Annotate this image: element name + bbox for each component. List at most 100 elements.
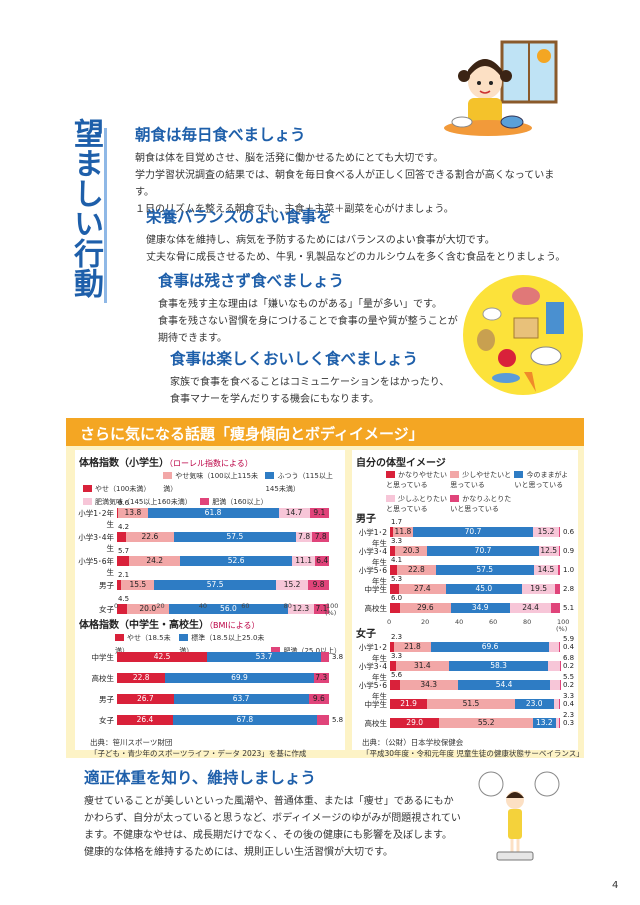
- axis-tick-label: 40: [455, 618, 464, 626]
- row-label: 小学1･2年生: [358, 643, 387, 663]
- stacked-bar: 20.3 70.7 12.5: [390, 546, 560, 556]
- bar-segment: 29.0: [390, 718, 440, 728]
- bar-segment: [390, 680, 400, 690]
- chart1-subtitle: （ローレル指数による）: [169, 459, 253, 468]
- bar-segment: 7.8: [295, 532, 313, 542]
- axis-tick-label: 40: [198, 602, 208, 610]
- stacked-bar: 26.4 67.8: [117, 715, 329, 725]
- bar-segment: 52.6: [180, 556, 292, 566]
- bar-segment: 67.8: [172, 715, 317, 725]
- outside-value-label: 0.6: [563, 528, 575, 536]
- girl-breakfast-illustration: [444, 40, 558, 136]
- outside-value-label: 0.9: [563, 547, 575, 555]
- bar-segment: 53.7: [207, 652, 321, 662]
- section-line: 丈夫な骨に成長させるため、牛乳・乳製品などのカルシウムを多く含む食品をとりましょ…: [146, 252, 566, 263]
- section-breakfast: 朝食は毎日食べましょう 朝食は体を目覚めさせ、脳を活発に働かせるためにとても大切…: [135, 123, 565, 218]
- bar-segment: 13.2: [533, 718, 556, 728]
- bar-segment: 21.9: [390, 699, 428, 709]
- section-line: 食事マナーを学んだりする機会にもなります。: [170, 394, 379, 405]
- bar-segment: 58.3: [448, 661, 549, 671]
- bar-segment: [553, 699, 560, 709]
- stacked-bar: 42.5 53.7: [117, 652, 329, 662]
- section-title: 朝食は毎日食べましょう: [135, 126, 306, 144]
- stacked-bar: 34.3 54.4: [390, 680, 560, 690]
- bar-segment: 22.8: [117, 673, 166, 683]
- row-label: 女子: [99, 605, 114, 614]
- bar-segment: 69.9: [165, 673, 314, 683]
- bar-segment: 7.3: [313, 673, 329, 683]
- bar-segment: 24.2: [129, 556, 181, 566]
- bar-segment: 9.8: [308, 580, 329, 590]
- legend-item: 肥満（160以上）: [200, 496, 280, 509]
- bar-segment: 45.0: [445, 584, 523, 594]
- bar-segment: 13.8: [118, 508, 148, 518]
- section-line: 朝食は体を目覚めさせ、脳を活発に働かせるためにとても大切です。: [135, 153, 444, 164]
- bar-segment: 23.0: [514, 699, 554, 709]
- section-line: 家族で食事を食べることはコミュニケーションをはかったり、: [170, 377, 450, 388]
- girl-scale-illustration: [478, 771, 560, 861]
- row-label: 小学5･6年生: [358, 566, 387, 586]
- bar-segment: 21.8: [393, 642, 431, 652]
- chart1-legend: やせ（100未満） やせ気味（100以上115未満） ふつう（115以上145未…: [83, 470, 343, 509]
- bar-segment: 15.5: [121, 580, 155, 590]
- legend-item: かなりやせたいと思っている: [386, 471, 447, 489]
- bar-segment: [316, 715, 329, 725]
- bar-segment: [390, 603, 401, 613]
- bar-segment: 29.6: [400, 603, 451, 613]
- bar-segment: 26.7: [117, 694, 174, 704]
- bar-segment: 24.4: [509, 603, 552, 613]
- chart2-title-text: 体格指数（中学生・高校生）: [79, 620, 209, 631]
- bar-segment: [558, 546, 560, 556]
- bar-segment: 54.4: [457, 680, 551, 690]
- legend-item: やせ（100未満）: [83, 483, 161, 496]
- bar-segment: [559, 699, 560, 709]
- outside-value-label: 5.8: [332, 716, 344, 724]
- bar-segment: [117, 580, 122, 590]
- bar-segment: [117, 556, 130, 566]
- outside-value-label: 5.7: [118, 547, 130, 555]
- row-label: 中学生: [364, 585, 388, 594]
- chart3-title: 自分の体型イメージ: [356, 458, 446, 469]
- stacked-bar: 22.8 57.5 14.5: [390, 565, 560, 575]
- row-label: 小学3･4年生: [78, 533, 114, 553]
- source2: 出典：（公財）日本学校保健会 「平成30年度・令和元年度 児童生徒の健康状態サー…: [362, 737, 584, 759]
- stacked-bar: 11.8 70.7 15.2: [390, 527, 560, 537]
- bar-segment: 12.5: [538, 546, 559, 556]
- legend-item: 少しふとりたいと思っている: [386, 495, 447, 513]
- section-line: 期待できます。: [158, 333, 227, 344]
- legend-item: やせ気味（100以上115未満）: [163, 472, 258, 493]
- bar-segment: [555, 584, 560, 594]
- row-label: 高校生: [91, 674, 115, 683]
- section-line: ます。不健康なやせは、成長期だけでなく、その後の健康にも影響を及ぼします。: [84, 830, 452, 841]
- bar-segment: [551, 603, 560, 613]
- bar-segment: 57.5: [154, 580, 277, 590]
- section-balance: 栄養バランスのよい食事を 健康な体を維持し、病気を予防するためにはバランスのよい…: [146, 205, 566, 266]
- bar-segment: 69.6: [430, 642, 550, 652]
- bar-segment: [390, 546, 396, 556]
- outside-value-label: 1.7: [391, 518, 403, 526]
- stacked-bar: 27.4 45.0 19.5: [390, 584, 560, 594]
- stacked-bar: 22.8 69.9 7.3: [117, 673, 329, 683]
- outside-value-label: 0.4: [563, 643, 575, 651]
- row-label: 高校生: [364, 604, 388, 613]
- bar-segment: 56.0: [168, 604, 288, 614]
- stacked-bar: 22.6 57.5 7.8 7.8: [117, 532, 329, 542]
- chart2-subtitle: （BMIによる）: [209, 621, 260, 630]
- stacked-bar: 29.6 34.9 24.4: [390, 603, 560, 613]
- bar-segment: [390, 565, 397, 575]
- chart1-title-text: 体格指数（小学生）: [79, 458, 169, 469]
- bar-segment: [117, 508, 119, 518]
- side-title-bar: [104, 128, 107, 303]
- right-chart-panel: 自分の体型イメージ かなりやせたいと思っている 少しやせたいと思っている 今のま…: [352, 450, 578, 750]
- stacked-bar: 21.8 69.6: [390, 642, 560, 652]
- foods-illustration: [463, 275, 583, 395]
- bar-segment: 22.8: [396, 565, 436, 575]
- stacked-bar: 13.8 61.8 14.7 9.1: [117, 508, 329, 518]
- outside-value-label: 0.4: [563, 700, 575, 708]
- legend-item: ふつう（115以上145未満）: [265, 472, 333, 493]
- source-line: 「子ども・青少年のスポーツライフ・データ 2023」を基に作成: [90, 749, 307, 758]
- legend-item: 肥満気味（145以上160未満）: [83, 496, 198, 509]
- section-line: かわらず、自分が太っていると思うなど、ボディイメージのゆがみが問題視されてい: [84, 813, 461, 824]
- legend-item: 標準（18.5以上25.0未満）: [179, 634, 265, 655]
- bar-segment: 22.6: [125, 532, 174, 542]
